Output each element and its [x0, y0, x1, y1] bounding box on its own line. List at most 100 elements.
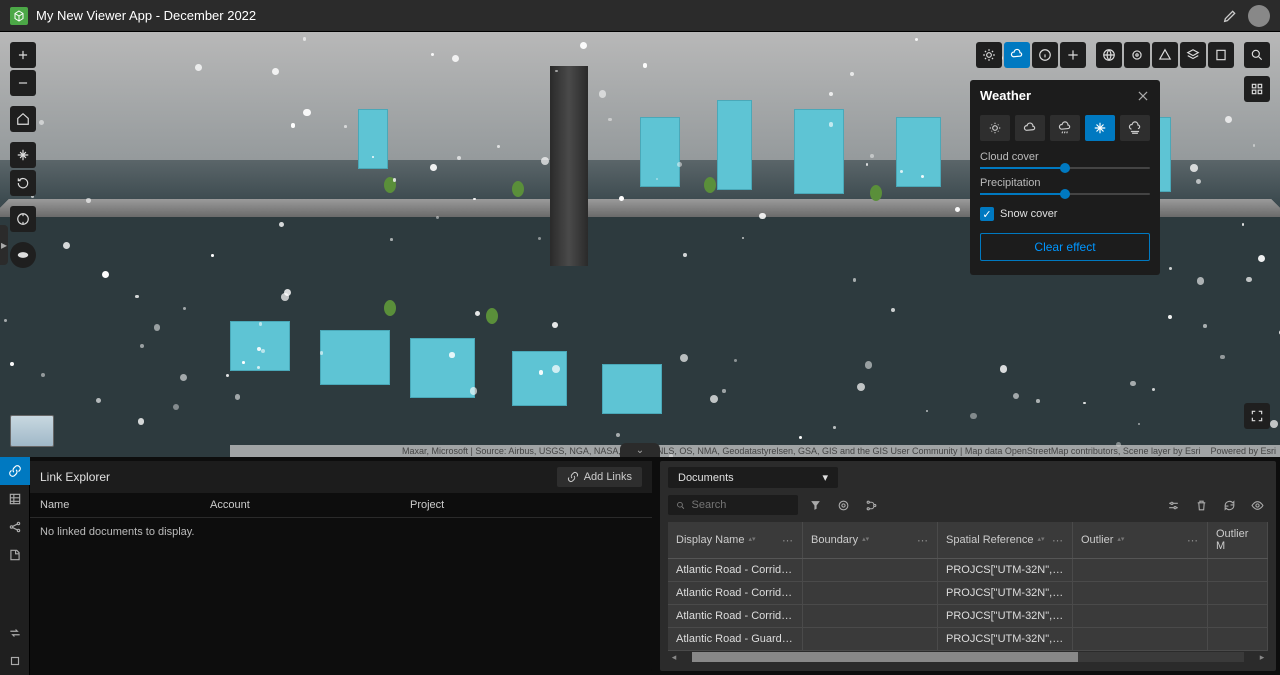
bookmark-button[interactable]: [1208, 42, 1234, 68]
info-button[interactable]: [1032, 42, 1058, 68]
zoom-in-button[interactable]: [10, 42, 36, 68]
weather-panel-title: Weather: [980, 88, 1031, 103]
clear-effect-button[interactable]: Clear effect: [980, 233, 1150, 261]
scene-building: [794, 109, 844, 194]
view-toggle-button[interactable]: [10, 242, 36, 268]
scene-building: [320, 330, 390, 385]
navigation-tools: [10, 42, 36, 276]
weather-type-foggy[interactable]: [1120, 115, 1150, 141]
app-title: My New Viewer App - December 2022: [36, 8, 1222, 23]
scene-tools: [976, 42, 1270, 68]
column-menu-icon[interactable]: ⋯: [1187, 534, 1199, 547]
scene-building: [410, 338, 475, 398]
home-button[interactable]: [10, 106, 36, 132]
pan-button[interactable]: [10, 142, 36, 168]
expand-bottom-handle[interactable]: ⌄: [620, 443, 660, 457]
weather-type-snowy[interactable]: [1085, 115, 1115, 141]
link-explorer-title: Link Explorer: [40, 470, 110, 484]
mini-map[interactable]: [10, 415, 54, 447]
zoom-out-button[interactable]: [10, 70, 36, 96]
search-button[interactable]: [1244, 42, 1270, 68]
column-menu-icon[interactable]: ⋯: [917, 534, 929, 547]
layers-button[interactable]: [1180, 42, 1206, 68]
rotate-button[interactable]: [10, 170, 36, 196]
compass-button[interactable]: [10, 206, 36, 232]
edit-icon[interactable]: [1222, 8, 1238, 24]
column-menu-icon[interactable]: ⋯: [1052, 534, 1064, 547]
precipitation-label: Precipitation: [980, 177, 1150, 189]
filter-icon[interactable]: [804, 494, 826, 516]
table-row[interactable]: Atlantic Road - Guardrail.d...PROJCS["UT…: [668, 628, 1268, 651]
table-row[interactable]: Atlantic Road - Corridor Al...PROJCS["UT…: [668, 559, 1268, 582]
column-project[interactable]: Project: [410, 499, 642, 511]
locate-button[interactable]: [1124, 42, 1150, 68]
app-logo: [10, 7, 28, 25]
documents-dropdown[interactable]: Documents ▾: [668, 467, 838, 488]
add-links-button[interactable]: Add Links: [557, 467, 642, 487]
column-spatial-reference[interactable]: Spatial Reference▴▾⋯: [938, 522, 1073, 558]
table-tab[interactable]: [0, 485, 30, 513]
settings-icon[interactable]: [1162, 494, 1184, 516]
fullscreen-button[interactable]: [1244, 403, 1270, 429]
delete-icon[interactable]: [1190, 494, 1212, 516]
link-table-header: Name Account Project: [30, 493, 652, 518]
bottom-side-strip: [0, 457, 30, 675]
search-input[interactable]: [692, 499, 791, 511]
weather-type-cloudy[interactable]: [1015, 115, 1045, 141]
column-menu-icon[interactable]: ⋯: [782, 534, 794, 547]
branch-icon[interactable]: [860, 494, 882, 516]
precipitation-slider[interactable]: [980, 193, 1150, 195]
link-tab[interactable]: [0, 457, 30, 485]
3d-scene-viewport[interactable]: Weather Cloud cover Precipitation: [0, 32, 1280, 457]
measure-button[interactable]: [1152, 42, 1178, 68]
close-icon[interactable]: [1136, 89, 1150, 103]
map-attribution: Maxar, Microsoft | Source: Airbus, USGS,…: [230, 445, 1280, 457]
table-row[interactable]: Atlantic Road - Corridor S...PROJCS["UTM…: [668, 582, 1268, 605]
stop-button[interactable]: [0, 647, 30, 675]
weather-type-sunny[interactable]: [980, 115, 1010, 141]
column-name[interactable]: Name: [40, 499, 210, 511]
export-tab[interactable]: [0, 541, 30, 569]
column-outlier-m[interactable]: Outlier M: [1208, 522, 1268, 558]
horizontal-scrollbar[interactable]: ◂ ▸: [668, 651, 1268, 663]
slice-button[interactable]: [1060, 42, 1086, 68]
weather-panel: Weather Cloud cover Precipitation: [970, 80, 1160, 275]
target-icon[interactable]: [832, 494, 854, 516]
chevron-down-icon: ▾: [822, 471, 828, 484]
table-row[interactable]: Atlantic Road - Corridor.dwgPROJCS["UTM-…: [668, 605, 1268, 628]
scene-building: [602, 364, 662, 414]
weather-type-rainy[interactable]: [1050, 115, 1080, 141]
column-display-name[interactable]: Display Name▴▾⋯: [668, 522, 803, 558]
cloud-cover-slider[interactable]: [980, 167, 1150, 169]
user-avatar[interactable]: [1248, 5, 1270, 27]
column-account[interactable]: Account: [210, 499, 410, 511]
scene-building: [640, 117, 680, 187]
scene-building: [230, 321, 290, 371]
scene-tree: [704, 177, 716, 193]
snow-cover-checkbox[interactable]: ✓: [980, 207, 994, 221]
column-outlier[interactable]: Outlier▴▾⋯: [1073, 522, 1208, 558]
daylight-button[interactable]: [976, 42, 1002, 68]
scene-building: [512, 351, 567, 406]
share-tab[interactable]: [0, 513, 30, 541]
scene-tree: [384, 300, 396, 316]
expand-sidebar-handle[interactable]: ▸: [0, 225, 8, 265]
visibility-icon[interactable]: [1246, 494, 1268, 516]
scene-building: [717, 100, 752, 190]
swap-button[interactable]: [0, 619, 30, 647]
legend-button[interactable]: [1244, 76, 1270, 102]
app-header: My New Viewer App - December 2022: [0, 0, 1280, 32]
link-explorer-panel: Link Explorer Add Links Name Account Pro…: [30, 461, 652, 671]
weather-button[interactable]: [1004, 42, 1030, 68]
cloud-cover-label: Cloud cover: [980, 151, 1150, 163]
scene-tower-building: [550, 66, 588, 266]
bottom-panels: Link Explorer Add Links Name Account Pro…: [0, 457, 1280, 675]
link-empty-message: No linked documents to display.: [30, 518, 652, 546]
documents-table: Display Name▴▾⋯ Boundary▴▾⋯ Spatial Refe…: [668, 522, 1268, 663]
column-boundary[interactable]: Boundary▴▾⋯: [803, 522, 938, 558]
main-content: ▸: [0, 32, 1280, 457]
documents-panel: Documents ▾ Display Name▴▾⋯ Boundary▴▾⋯ …: [660, 461, 1276, 671]
refresh-icon[interactable]: [1218, 494, 1240, 516]
basemap-button[interactable]: [1096, 42, 1122, 68]
snow-cover-label: Snow cover: [1000, 208, 1057, 220]
